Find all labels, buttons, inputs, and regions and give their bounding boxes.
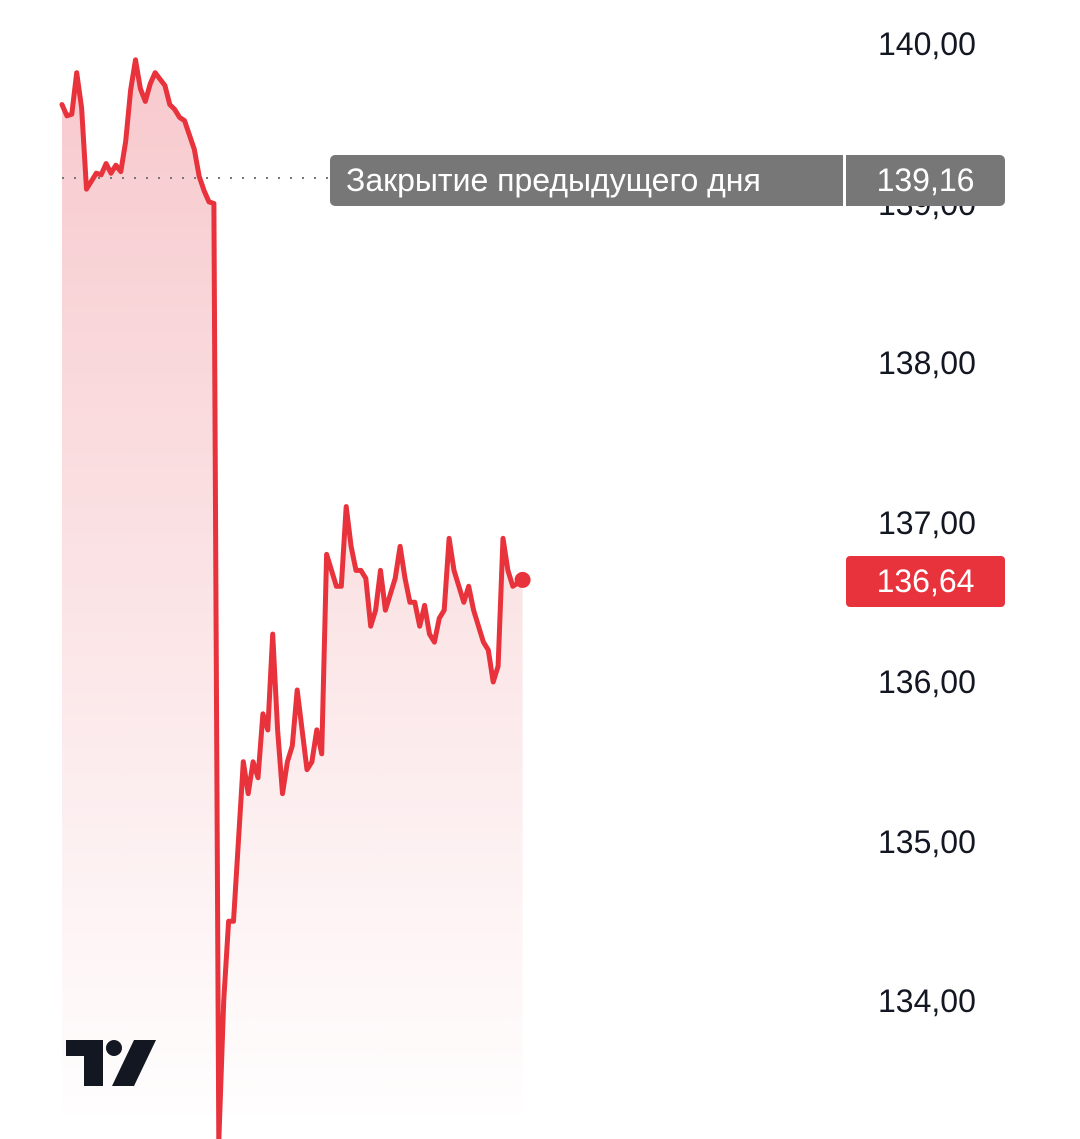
tradingview-logo xyxy=(66,1040,156,1086)
y-tick-label: 137,00 xyxy=(878,504,976,541)
y-tick-label: 136,00 xyxy=(878,664,976,700)
previous-close-value: 139,16 xyxy=(846,155,1005,206)
last-price-dot xyxy=(514,571,531,588)
y-tick-label: 138,00 xyxy=(878,345,976,381)
y-tick-label: 135,00 xyxy=(878,823,976,860)
y-tick-label: 140,00 xyxy=(878,26,976,62)
price-line xyxy=(59,57,526,1139)
y-tick-label: 134,00 xyxy=(878,983,976,1019)
previous-close-label: Закрытие предыдущего дня xyxy=(330,155,843,206)
last-price-badge: 136,64 xyxy=(846,556,1005,607)
price-area-fill xyxy=(62,59,523,1139)
